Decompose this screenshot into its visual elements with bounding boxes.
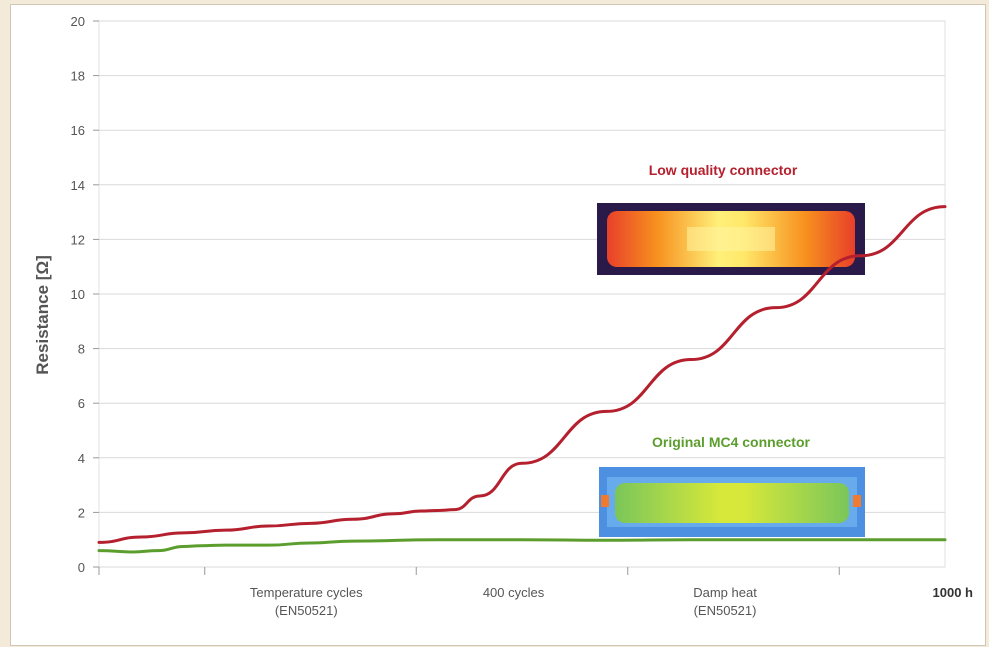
low-quality-annotation: Low quality connector <box>649 162 798 178</box>
y-tick-label: 8 <box>78 342 85 357</box>
low-quality-series-line <box>97 205 947 544</box>
y-tick-label: 12 <box>71 232 85 247</box>
chart-frame: 0 2 4 6 8 10 12 14 16 18 20 Temperature cycles (EN5… <box>10 4 986 646</box>
original-annotation: Original MC4 connector <box>652 434 810 450</box>
x-tick-sublabel: (EN50521) <box>275 603 338 618</box>
resistance-chart: 0 2 4 6 8 10 12 14 16 18 20 Temperature cycles (EN5… <box>33 14 974 618</box>
y-tick-label: 4 <box>78 451 85 466</box>
y-tick-label: 2 <box>78 505 85 520</box>
y-tick-label: 20 <box>71 14 85 29</box>
y-tick-label: 10 <box>71 287 85 302</box>
y-tick-label: 14 <box>71 178 85 193</box>
x-tick-sublabel: (EN50521) <box>694 603 757 618</box>
y-tick-label: 6 <box>78 396 85 411</box>
x-tick-label: 1000 h <box>933 585 974 600</box>
x-tick-label: Damp heat <box>693 585 757 600</box>
low-quality-thermal-image <box>597 203 865 275</box>
y-tick-label: 0 <box>78 560 85 575</box>
y-axis-label: Resistance [Ω] <box>33 255 52 374</box>
original-thermal-image <box>599 467 865 537</box>
x-tick-label: 400 cycles <box>483 585 545 600</box>
y-tick-label: 16 <box>71 123 85 138</box>
y-tick-label: 18 <box>71 69 85 84</box>
x-tick-label: Temperature cycles <box>250 585 363 600</box>
original-mc4-series-line <box>97 538 947 554</box>
